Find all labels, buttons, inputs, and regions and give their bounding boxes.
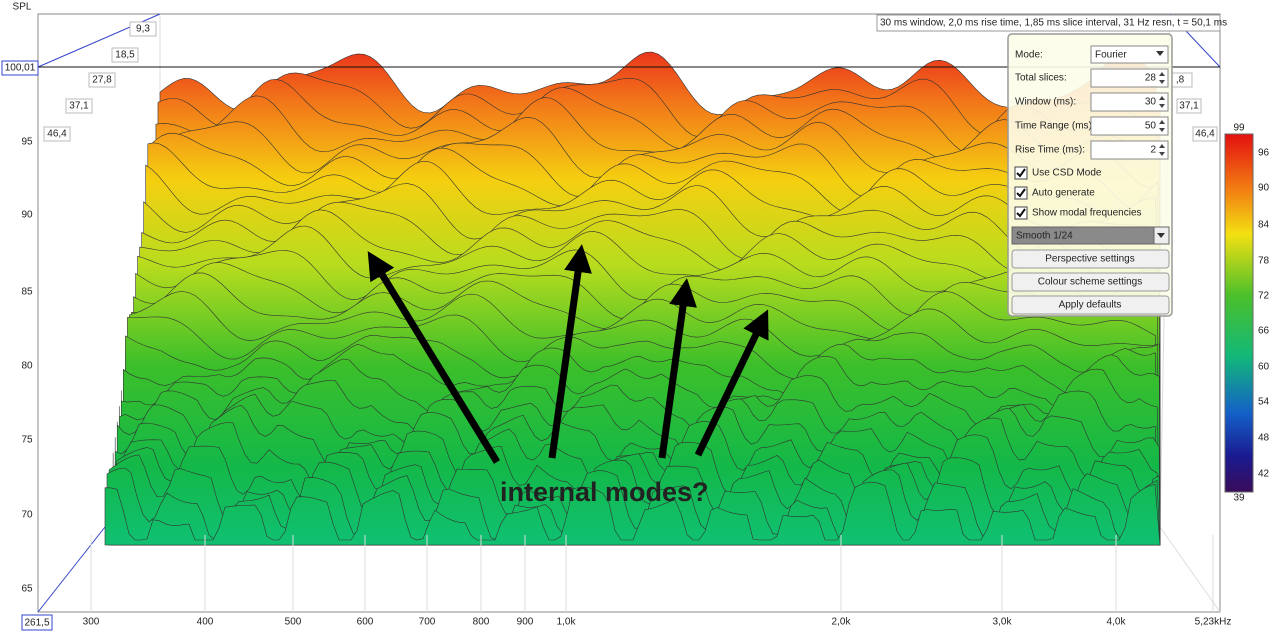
- button-label: Apply defaults: [1059, 300, 1122, 311]
- field-label: Time Range (ms):: [1015, 121, 1095, 132]
- x-tick-label: 700: [419, 617, 436, 628]
- y-tick-label: 75: [21, 435, 33, 446]
- colour-bar: [1224, 133, 1254, 493]
- colour-tick-label: 66: [1258, 326, 1270, 337]
- colour-min: 39: [1233, 493, 1245, 504]
- y-tick-label: 65: [21, 584, 33, 595]
- colour-tick-label: 96: [1258, 148, 1270, 159]
- smoothing-value: Smooth 1/24: [1016, 231, 1073, 242]
- time-label-box: [129, 21, 157, 37]
- mode-select[interactable]: [1090, 45, 1169, 64]
- colour-tick-label: 60: [1258, 362, 1270, 373]
- time-label: 46,4: [47, 129, 67, 140]
- x-tick-label: 2,0k: [832, 617, 852, 628]
- field-input[interactable]: [1090, 92, 1169, 112]
- time-label-box: [43, 126, 71, 142]
- x-cursor-box: [21, 614, 53, 631]
- y-tick-label: 95: [21, 137, 33, 148]
- checkbox-label: Use CSD Mode: [1032, 168, 1102, 179]
- settings-panel: Mode: Fourier Total slices: 28 Window (ms)…: [1007, 33, 1173, 317]
- x-tick-label: 500: [285, 617, 302, 628]
- info-box: [876, 14, 1221, 32]
- mode-value: Fourier: [1095, 50, 1127, 61]
- time-label-box: [88, 72, 116, 88]
- y-tick-label: 70: [21, 510, 33, 521]
- x-tick-label: 600: [357, 617, 374, 628]
- time-label: ,8: [1176, 75, 1185, 86]
- x-tick-label: 800: [473, 617, 490, 628]
- waterfall: [104, 51, 1161, 546]
- time-label: 27,8: [92, 75, 112, 86]
- y-cursor: 100,01: [5, 63, 36, 74]
- time-label-box: [65, 98, 93, 114]
- field-value: 28: [1145, 73, 1157, 84]
- dropdown-arrow: [1157, 233, 1165, 238]
- checkbox-label: Auto generate: [1032, 188, 1095, 199]
- colour-tick-label: 48: [1258, 433, 1270, 444]
- y-tick-label: 90: [21, 210, 33, 221]
- colour-max: 99: [1233, 123, 1245, 134]
- colour-tick-label: 54: [1258, 397, 1270, 408]
- time-label: 46,4: [1195, 129, 1215, 140]
- x-tick-label: 400: [197, 617, 214, 628]
- field-value: 50: [1145, 121, 1157, 132]
- field-label: Total slices:: [1015, 73, 1067, 84]
- field-label: Rise Time (ms):: [1015, 145, 1085, 156]
- colour-tick-label: 90: [1258, 183, 1270, 194]
- x-tick-label: 1,0k: [557, 617, 577, 628]
- check-mark: [1016, 208, 1026, 218]
- time-label-box: [1192, 126, 1218, 142]
- colour-tick-label: 84: [1258, 220, 1270, 231]
- x-tick-label: 5,23kHz: [1195, 617, 1232, 628]
- time-label: 37,1: [1179, 101, 1199, 112]
- x-cursor: 261,5: [24, 618, 49, 629]
- button-label: Perspective settings: [1045, 254, 1135, 265]
- y-axis-title: SPL: [13, 2, 32, 13]
- field-input[interactable]: [1090, 140, 1169, 160]
- button-label: Colour scheme settings: [1038, 277, 1143, 288]
- y-cursor-box: [1, 60, 39, 76]
- x-tick-label: 3,0k: [993, 617, 1013, 628]
- time-label: 9,3: [136, 24, 150, 35]
- time-label: 37,1: [69, 101, 89, 112]
- button[interactable]: [1011, 272, 1170, 292]
- field-input[interactable]: [1090, 68, 1169, 88]
- button[interactable]: [1011, 249, 1170, 269]
- annotation: internal modes?: [500, 477, 709, 507]
- x-tick-label: 900: [517, 617, 534, 628]
- spinner[interactable]: [1159, 96, 1165, 108]
- arrows: [367, 244, 769, 464]
- y-tick-label: 85: [21, 287, 33, 298]
- field-value: 30: [1145, 97, 1157, 108]
- y-tick-label: 80: [21, 361, 33, 372]
- spinner[interactable]: [1159, 72, 1165, 84]
- mode-label: Mode:: [1015, 50, 1043, 61]
- x-tick-label: 4,0k: [1107, 617, 1127, 628]
- field-label: Window (ms):: [1015, 97, 1076, 108]
- check-mark: [1016, 168, 1026, 178]
- x-tick-label: 300: [83, 617, 100, 628]
- info-text: 30 ms window, 2,0 ms rise time, 1,85 ms …: [880, 18, 1227, 29]
- slice: [104, 481, 1161, 546]
- spinner[interactable]: [1159, 144, 1165, 156]
- spinner[interactable]: [1159, 120, 1165, 132]
- colour-tick-label: 72: [1258, 291, 1270, 302]
- button[interactable]: [1011, 295, 1170, 315]
- time-label-box: [1176, 98, 1202, 114]
- time-label-box: [111, 47, 139, 63]
- colour-tick-label: 42: [1258, 469, 1270, 480]
- colour-tick-label: 78: [1258, 256, 1270, 267]
- field-value: 2: [1150, 145, 1156, 156]
- field-input[interactable]: [1090, 116, 1169, 136]
- check-mark: [1016, 188, 1026, 198]
- perspective-line: [37, 526, 106, 613]
- checkbox-label: Show modal frequencies: [1032, 208, 1142, 219]
- time-label: 18,5: [115, 50, 135, 61]
